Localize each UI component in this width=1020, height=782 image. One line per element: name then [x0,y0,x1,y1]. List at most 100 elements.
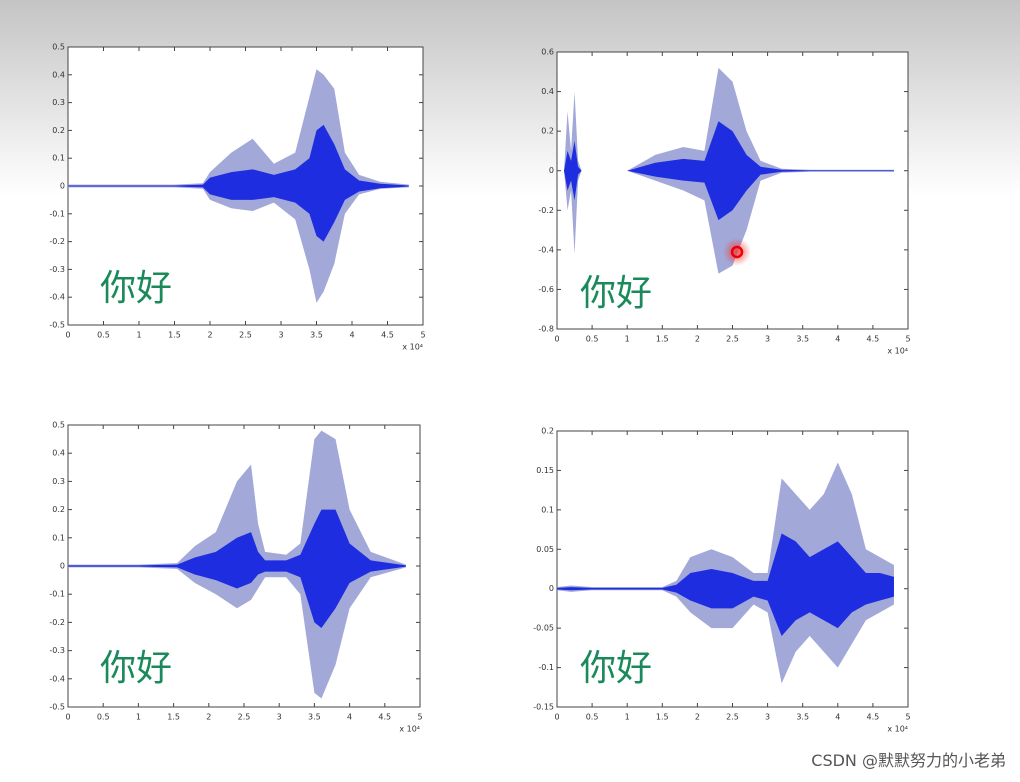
x-tick-label: 1.5 [167,713,180,722]
waveform-band [557,121,894,221]
x-tick-label: 0.5 [97,331,110,340]
y-tick-label: 0.6 [541,48,554,57]
x-tick-label: 3 [765,713,770,722]
y-tick-label: 0 [60,562,65,571]
y-tick-label: 0.1 [541,505,554,514]
y-tick-label: 0 [60,182,65,191]
x-tick-label: 4 [835,713,840,722]
x-tick-label: 4 [835,335,840,344]
y-tick-label: -0.4 [49,293,65,302]
y-tick-label: -0.15 [533,703,554,712]
waveform-band [68,509,406,629]
x-tick-label: 2 [695,713,700,722]
waveform-chart: -0.5 -0.4 -0.3 -0.2 -0.1 0 0.1 0.2 0.3 0.4 0.5 0 0.5… [49,421,422,734]
waveform-band [557,533,894,637]
x-tick-label: 5 [420,331,425,340]
x-tick-label: 1 [136,331,141,340]
waveform-chart: -0.8 -0.6 -0.4 -0.2 0 0.2 0.4 0.6 0 0.5 1 1.5 2 2.5 3 3… [538,48,910,356]
y-tick-label: 0.4 [541,87,554,96]
x-tick-label: 4.5 [381,331,394,340]
y-tick-label: 0.05 [536,545,554,554]
cursor [730,245,744,259]
x-tick-label: 0 [554,335,559,344]
y-tick-label: 0 [549,584,554,593]
x-tick-label: 3 [277,713,282,722]
x-tick-label: 1.5 [168,331,181,340]
x-tick-label: 2 [695,335,700,344]
x-tick-label: 0 [65,331,70,340]
y-tick-label: -0.2 [49,618,65,627]
y-tick-label: -0.3 [49,646,65,655]
x-tick-label: 0.5 [586,713,599,722]
y-tick-label: 0.1 [52,154,65,163]
x-axis-label: x 10⁴ [887,725,908,734]
x-tick-label: 3.5 [796,713,809,722]
waveform-chart: -0.5 -0.4 -0.3 -0.2 -0.1 0 0.1 0.2 0.3 0.4 0.5 0 0.5… [49,43,425,352]
x-tick-label: 3.5 [308,713,321,722]
x-tick-label: 0.5 [586,335,599,344]
cursor-glow [723,238,751,266]
x-tick-label: 4.5 [867,335,880,344]
y-tick-label: -0.2 [49,237,65,246]
x-tick-label: 1 [625,713,630,722]
y-tick-label: -0.05 [533,624,554,633]
x-tick-label: 4.5 [378,713,391,722]
y-tick-label: 0.2 [52,505,65,514]
waveform-band [68,124,409,242]
y-tick-label: 0.5 [52,43,65,52]
x-tick-label: 3.5 [796,335,809,344]
annotation: 你好 [100,268,172,309]
y-tick-label: 0.2 [541,427,554,436]
annotation: 你好 [100,648,172,689]
x-tick-label: 2.5 [239,331,252,340]
x-tick-label: 5 [905,713,910,722]
y-tick-label: 0.4 [52,449,65,458]
x-tick-label: 2 [207,331,212,340]
annotation: 你好 [580,648,652,689]
y-tick-label: -0.3 [49,265,65,274]
x-tick-label: 2.5 [726,713,739,722]
x-tick-label: 4 [349,331,354,340]
x-axis-label: x 10⁴ [887,347,908,356]
y-tick-label: 0.3 [52,477,65,486]
waveform-chart: -0.15 -0.1 -0.05 0 0.05 0.1 0.15 0.2 0 0.5 1 1.5 2 2.… [533,427,910,734]
y-tick-label: -0.2 [538,206,554,215]
y-tick-label: 0 [549,166,554,175]
watermark: CSDN @默默努力的小老弟 [811,751,1006,770]
y-tick-label: -0.1 [49,209,65,218]
x-tick-label: 0 [554,713,559,722]
x-tick-label: 5 [905,335,910,344]
y-tick-label: -0.4 [538,245,554,254]
annotation: 你好 [580,273,652,314]
x-tick-label: 2.5 [238,713,251,722]
x-tick-label: 5 [417,713,422,722]
x-tick-label: 2 [206,713,211,722]
y-tick-label: 0.15 [536,466,554,475]
x-tick-label: 1.5 [656,335,669,344]
y-tick-label: 0.4 [52,70,65,79]
x-tick-label: 0.5 [97,713,110,722]
y-tick-label: -0.5 [49,703,65,712]
x-tick-label: 2.5 [726,335,739,344]
y-tick-label: -0.1 [538,663,554,672]
x-tick-label: 4 [347,713,352,722]
x-axis-label: x 10⁴ [399,725,420,734]
y-tick-label: 0.2 [52,126,65,135]
x-tick-label: 1 [625,335,630,344]
x-tick-label: 1.5 [656,713,669,722]
x-tick-label: 3 [278,331,283,340]
y-tick-label: 0.3 [52,98,65,107]
y-tick-label: -0.4 [49,674,65,683]
y-tick-label: -0.1 [49,590,65,599]
x-axis-label: x 10⁴ [402,343,423,352]
x-tick-label: 3 [765,335,770,344]
y-tick-label: 0.2 [541,127,554,136]
y-tick-label: -0.5 [49,321,65,330]
y-tick-label: 0.1 [52,533,65,542]
x-tick-label: 3.5 [310,331,323,340]
charts: -0.5 -0.4 -0.3 -0.2 -0.1 0 0.1 0.2 0.3 0.4 0.5 0 0.5… [49,43,910,734]
x-tick-label: 4.5 [867,713,880,722]
x-tick-label: 1 [136,713,141,722]
y-tick-label: -0.6 [538,285,554,294]
x-tick-label: 0 [65,713,70,722]
